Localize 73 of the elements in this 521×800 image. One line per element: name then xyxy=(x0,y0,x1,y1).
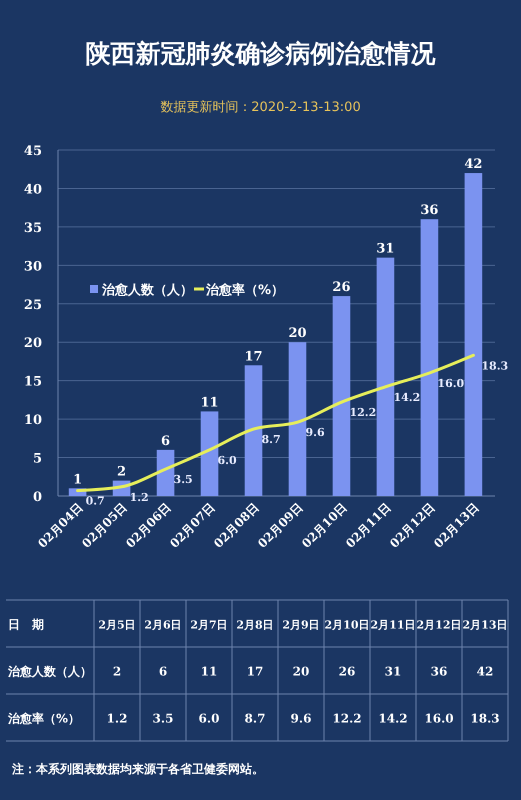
text: 12.2 xyxy=(332,712,362,726)
text: 2月8日 xyxy=(236,618,274,632)
text: 治愈率（%） xyxy=(8,712,80,726)
text: 注：本系列图表数据均来源于各省卫健委网站。 xyxy=(11,762,264,776)
text: 日 期 xyxy=(8,618,44,632)
data-label: 2 xyxy=(117,464,126,480)
bar xyxy=(156,450,174,496)
text: 9.6 xyxy=(290,712,312,726)
y-tick-label: 20 xyxy=(24,336,42,352)
text: 2月12日 xyxy=(416,618,462,632)
data-label: 6 xyxy=(161,434,170,449)
text: 16.0 xyxy=(424,712,454,726)
text: 36 xyxy=(430,664,448,678)
text: 14.2 xyxy=(378,712,408,726)
legend-label: 治愈人数（人） xyxy=(101,282,193,298)
bar xyxy=(288,342,306,496)
chart-subtitle: 数据更新时间：2020-2-13-13:00 xyxy=(160,100,361,115)
data-label: 18.3 xyxy=(481,359,508,372)
data-label: 26 xyxy=(332,280,351,296)
text: 2月11日 xyxy=(370,618,416,632)
data-label: 8.7 xyxy=(262,433,281,446)
text: 17 xyxy=(246,664,264,678)
text: 1.2 xyxy=(106,712,128,726)
text: 6.0 xyxy=(198,712,220,726)
text: 20 xyxy=(292,664,310,678)
data-label: 3.5 xyxy=(174,473,193,486)
data-label: 42 xyxy=(464,157,482,172)
bar xyxy=(244,365,262,496)
text: 2月6日 xyxy=(144,618,182,632)
text: 6 xyxy=(158,664,168,678)
y-tick-label: 25 xyxy=(24,298,42,313)
y-tick-label: 40 xyxy=(24,182,42,198)
text: 3.5 xyxy=(152,712,174,726)
data-label: 1.2 xyxy=(130,490,149,504)
data-label: 9.6 xyxy=(305,426,325,440)
y-tick-label: 35 xyxy=(24,220,42,236)
text: 26 xyxy=(338,664,356,678)
bar xyxy=(332,296,350,496)
data-label: 20 xyxy=(288,326,307,342)
legend-label: 治愈率（%） xyxy=(205,282,284,298)
text: 2月10日 xyxy=(324,618,370,632)
bar xyxy=(420,219,438,496)
text: 18.3 xyxy=(470,712,500,726)
data-label: 14.2 xyxy=(393,390,420,404)
y-tick-label: 15 xyxy=(24,374,42,390)
text: 8.7 xyxy=(244,712,266,726)
data-label: 1 xyxy=(73,472,82,488)
data-label: 11 xyxy=(200,395,219,410)
bar xyxy=(200,411,218,496)
text: 2月7日 xyxy=(190,618,228,632)
text: 治愈人数（人） xyxy=(8,664,92,678)
data-label: 12.2 xyxy=(349,406,376,420)
text: 31 xyxy=(384,664,402,678)
text: 42 xyxy=(476,664,494,678)
bar xyxy=(464,173,482,496)
y-tick-label: 45 xyxy=(24,144,42,159)
data-label: 6.0 xyxy=(218,454,238,467)
data-label: 31 xyxy=(376,242,394,257)
text: 11 xyxy=(200,664,218,678)
y-tick-label: 0 xyxy=(32,490,42,505)
text: 2月9日 xyxy=(282,618,320,632)
data-label: 17 xyxy=(244,349,263,364)
bar xyxy=(376,258,394,496)
text: 2月5日 xyxy=(98,618,136,632)
data-label: 16.0 xyxy=(437,376,465,390)
text: 2 xyxy=(112,664,122,678)
y-tick-label: 5 xyxy=(32,452,42,467)
data-label: 36 xyxy=(420,203,438,218)
chart-title: 陕西新冠肺炎确诊病例治愈情况 xyxy=(86,39,436,68)
data-label: 0.7 xyxy=(86,494,105,508)
y-tick-label: 30 xyxy=(24,259,42,274)
y-tick-label: 10 xyxy=(24,413,42,428)
text: 2月13日 xyxy=(462,618,508,632)
